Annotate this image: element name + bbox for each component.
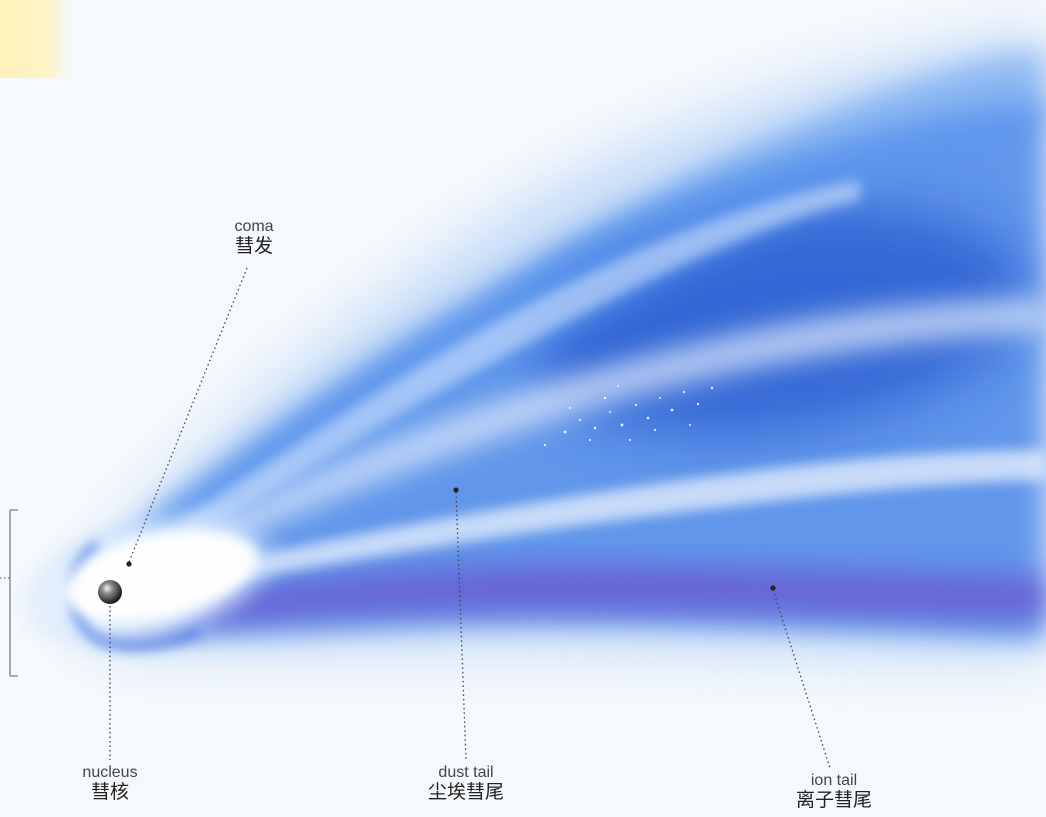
nucleus-label-zh: 彗核 [90,781,129,804]
tail-light-streak-2 [120,450,1046,600]
nucleus-sphere [98,580,122,604]
ion-tail-label: ion tail 离子彗尾 [796,772,872,812]
tail-light-streak-1 [120,300,1046,585]
corner-yellow-patch [0,0,70,78]
coma-leader-line [128,267,248,563]
tail-light-streak-3 [180,180,860,540]
coma-label-zh: 彗发 [234,235,273,258]
coma-label: coma 彗发 [234,218,273,258]
dust-speckles [543,385,714,447]
dust-tail-marker-dot [453,487,459,493]
coma-marker-dot [126,561,132,567]
ion-tail-label-en: ion tail [810,772,858,789]
dust-tail-label-zh: 尘埃彗尾 [427,781,505,804]
coma-rim [68,541,202,651]
coma-label-en: coma [234,218,274,235]
left-bracket [0,509,18,677]
dust-tail-label-en: dust tail [438,764,494,781]
ion-tail-marker-dot [770,585,776,591]
ion-tail-label-zh: 离子彗尾 [795,789,873,812]
tail-ion-band [110,564,1046,632]
dust-tail-label: dust tail 尘埃彗尾 [428,764,504,804]
nucleus-label: nucleus 彗核 [82,764,137,804]
nucleus-label-en: nucleus [82,764,138,781]
